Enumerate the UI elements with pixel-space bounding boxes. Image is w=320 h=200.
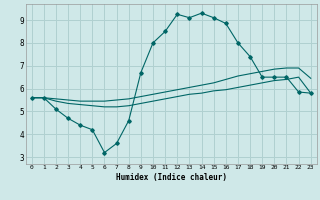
X-axis label: Humidex (Indice chaleur): Humidex (Indice chaleur) — [116, 173, 227, 182]
